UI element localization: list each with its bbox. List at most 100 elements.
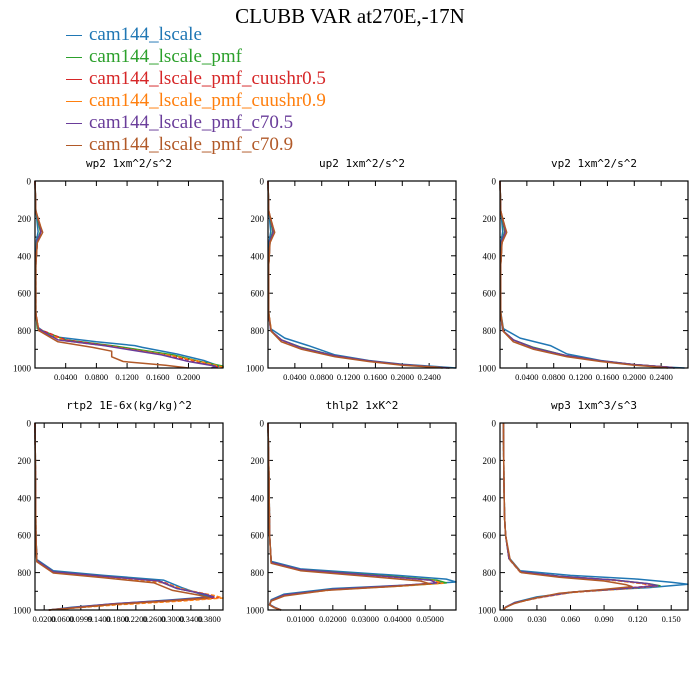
y-tick-label: 200 <box>483 456 497 466</box>
x-tick-label: 0.02000 <box>319 614 347 624</box>
legend-swatch <box>66 34 82 36</box>
legend-swatch <box>66 144 82 146</box>
x-tick-label: 0.1600 <box>146 372 169 382</box>
x-tick-label: 0.05000 <box>416 614 444 624</box>
x-tick-label: 0.0800 <box>310 372 333 382</box>
y-tick-label: 600 <box>18 531 32 541</box>
plot-frame <box>34 180 224 369</box>
subplot-2: up2 1xm^2/s^2 0 200 400 600 800 1000 0.0400 0.08… <box>246 157 457 382</box>
series-line-cam144_lscale <box>34 422 210 611</box>
legend-item: cam144_lscale_pmf_cuushr0.5 <box>66 68 326 90</box>
legend-swatch <box>66 78 82 80</box>
x-tick-label: 0.01000 <box>287 614 315 624</box>
x-tick-label: 0.150 <box>662 614 681 624</box>
y-tick-label: 0 <box>27 419 32 429</box>
legend-item: cam144_lscale_pmf_c70.5 <box>66 112 326 134</box>
y-tick-label: 800 <box>18 326 32 336</box>
y-tick-label: 1000 <box>246 364 265 374</box>
legend-swatch <box>66 100 82 102</box>
series-line-cam144_lscale_pmf_c70.5 <box>34 180 217 369</box>
legend-label: cam144_lscale_pmf_c70.9 <box>89 134 294 155</box>
y-tick-label: 200 <box>251 214 265 224</box>
x-tick-label: 0.1200 <box>337 372 360 382</box>
series-line-cam144_lscale_pmf_c70.5 <box>267 422 438 611</box>
y-tick-label: 600 <box>251 289 265 299</box>
y-tick-label: 800 <box>483 568 497 578</box>
x-tick-label: 0.1600 <box>596 372 619 382</box>
x-tick-label: 0.1600 <box>364 372 387 382</box>
y-tick-label: 0 <box>492 177 497 187</box>
subplot-4: rtp2 1E-6x(kg/kg)^2 0 200 400 600 800 10000.02… <box>13 399 224 624</box>
series-line-cam144_lscale_pmf_c70.9 <box>34 180 189 369</box>
x-tick-label: 0.2400 <box>417 372 440 382</box>
x-tick-label: 0.1200 <box>569 372 592 382</box>
y-tick-label: 600 <box>483 531 497 541</box>
x-tick-label: 0.0999 <box>69 614 92 624</box>
x-tick-label: 0.3000 <box>161 614 184 624</box>
series-line-cam144_lscale_pmf_cuushr0.9 <box>34 180 224 368</box>
x-tick-label: 0.0600 <box>51 614 74 624</box>
series-line-cam144_lscale_pmf_c70.9 <box>267 422 431 611</box>
x-tick-label: 0.0200 <box>32 614 55 624</box>
y-tick-label: 400 <box>18 251 32 261</box>
y-tick-label: 0 <box>492 419 497 429</box>
subplot-title: rtp2 1E-6x(kg/kg)^2 <box>66 399 192 412</box>
series-line-cam144_lscale_pmf_c70.9 <box>267 180 443 369</box>
y-tick-label: 400 <box>251 251 265 261</box>
subplot-3: vp2 1xm^2/s^2 0 200 400 600 800 1000 0.0400 0.08… <box>478 157 689 382</box>
x-tick-label: 0.090 <box>595 614 614 624</box>
y-tick-label: 1000 <box>246 606 265 616</box>
x-tick-label: 0.03000 <box>351 614 379 624</box>
legend-label: cam144_lscale <box>89 24 202 45</box>
y-tick-label: 1000 <box>478 364 497 374</box>
legend-swatch <box>66 122 82 124</box>
plot-frame <box>267 180 457 369</box>
y-tick-label: 800 <box>251 326 265 336</box>
y-tick-label: 0 <box>260 177 265 187</box>
series-line-cam144_lscale_pmf <box>267 180 450 369</box>
x-tick-label: 0.2600 <box>143 614 166 624</box>
figure-title: CLUBB VAR at270E,-17N <box>235 4 465 28</box>
y-tick-label: 800 <box>251 568 265 578</box>
series-line-cam144_lscale_pmf_cuushr0.5 <box>34 422 220 611</box>
subplot-5: thlp2 1xK^2 0 200 400 600 800 1000 0.01000 0.020… <box>246 399 457 624</box>
series-line-cam144_lscale_pmf_c70.9 <box>499 180 668 369</box>
y-tick-label: 800 <box>18 568 32 578</box>
x-tick-label: 0.2200 <box>124 614 147 624</box>
series-line-cam144_lscale_pmf <box>267 422 448 611</box>
subplot-title: wp3 1xm^3/s^3 <box>551 399 637 412</box>
legend-item: cam144_lscale_pmf <box>66 46 326 68</box>
legend-label: cam144_lscale_pmf_cuushr0.5 <box>89 68 326 89</box>
x-tick-label: 0.0400 <box>515 372 538 382</box>
x-tick-label: 0.3800 <box>198 614 221 624</box>
series-line-cam144_lscale_pmf_cuushr0.5 <box>267 422 441 611</box>
subplot-title: wp2 1xm^2/s^2 <box>86 157 172 170</box>
y-tick-label: 200 <box>251 456 265 466</box>
series-line-cam144_lscale_pmf_c70.5 <box>267 180 450 369</box>
y-tick-label: 400 <box>18 493 32 503</box>
y-tick-label: 1000 <box>13 364 32 374</box>
subplot-title: vp2 1xm^2/s^2 <box>551 157 637 170</box>
x-tick-label: 0.2000 <box>623 372 646 382</box>
x-tick-label: 0.0400 <box>54 372 77 382</box>
x-tick-label: 0.04000 <box>384 614 412 624</box>
plot-frame <box>34 422 224 611</box>
y-tick-label: 400 <box>251 493 265 503</box>
x-tick-label: 0.0800 <box>85 372 108 382</box>
subplot-1: wp2 1xm^2/s^2 0 200 400 600 800 1000 0.0400 0.08… <box>13 157 224 382</box>
plot-frame <box>499 422 689 611</box>
series-line-cam144_lscale_pmf_cuushr0.5 <box>267 180 450 369</box>
series-line-cam144_lscale <box>502 422 689 611</box>
y-tick-label: 1000 <box>478 606 497 616</box>
y-tick-label: 800 <box>483 326 497 336</box>
plot-frame <box>499 180 689 369</box>
x-tick-label: 0.120 <box>628 614 647 624</box>
series-line-cam144_lscale_pmf_c70.5 <box>34 422 215 611</box>
y-tick-label: 0 <box>260 419 265 429</box>
series-line-cam144_lscale_pmf_cuushr0.9 <box>34 422 224 611</box>
x-tick-label: 0.030 <box>527 614 546 624</box>
x-tick-label: 0.1800 <box>106 614 129 624</box>
legend-swatch <box>66 56 82 58</box>
legend-label: cam144_lscale_pmf_c70.5 <box>89 112 294 133</box>
